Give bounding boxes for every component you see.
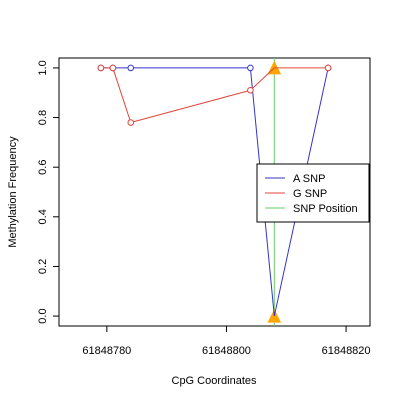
- g-snp-point: [247, 86, 254, 94]
- g-snp-point: [97, 64, 105, 72]
- x-axis: 61848780 61848800 61848820: [82, 325, 371, 357]
- y-tick-label: 1.0: [37, 60, 49, 75]
- x-tick-label: 61848780: [82, 345, 131, 357]
- y-tick-label: 0.4: [37, 209, 49, 224]
- g-snp-point: [324, 64, 332, 72]
- y-tick-label: 0.0: [37, 308, 49, 323]
- y-tick-label: 0.8: [37, 110, 49, 125]
- legend-label: G SNP: [293, 188, 327, 200]
- legend-label: SNP Position: [293, 203, 358, 215]
- g-snp-line: [100, 67, 329, 124]
- x-tick-label: 61848820: [322, 345, 371, 357]
- legend: A SNP G SNP SNP Position: [256, 163, 370, 223]
- y-tick-label: 0.2: [37, 259, 49, 274]
- y-axis: 0.0 0.2 0.4 0.6 0.8 1.0: [37, 60, 60, 324]
- x-tick-label: 61848800: [202, 345, 251, 357]
- a-snp-point: [247, 64, 254, 72]
- y-axis-title: Methylation Frequency: [7, 136, 19, 248]
- g-snp-point: [127, 119, 135, 126]
- g-snp-point: [109, 64, 117, 72]
- x-axis-title: CpG Coordinates: [172, 375, 257, 387]
- y-tick-label: 0.6: [37, 160, 49, 175]
- series-layer: [97, 64, 332, 317]
- legend-label: A SNP: [293, 173, 325, 185]
- a-snp-point: [127, 64, 135, 72]
